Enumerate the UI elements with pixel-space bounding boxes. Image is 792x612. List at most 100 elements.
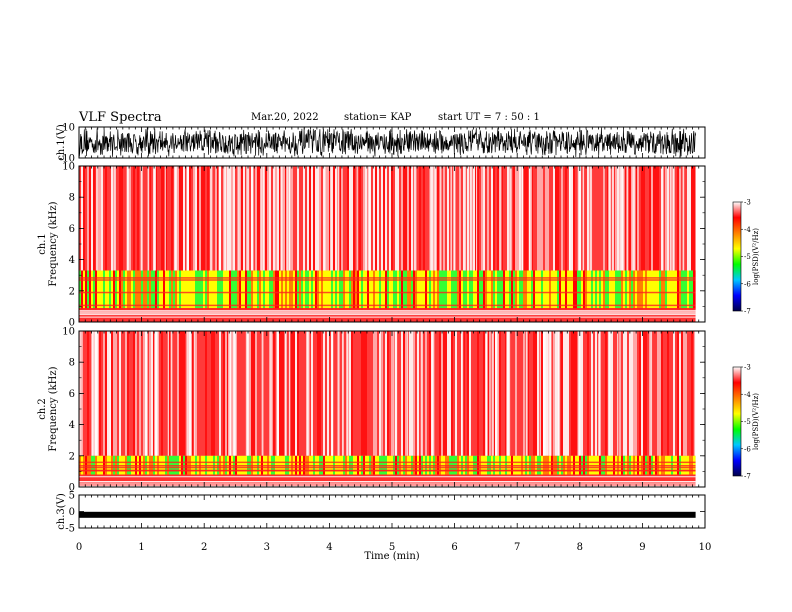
spectrogram-column bbox=[375, 331, 377, 456]
spectrogram-column bbox=[401, 331, 403, 456]
spectrogram-column bbox=[457, 331, 459, 456]
spectrogram-image bbox=[79, 331, 696, 487]
x-tick-label: 9 bbox=[639, 542, 645, 553]
spectrogram-column bbox=[535, 166, 537, 271]
spectrogram-column bbox=[631, 166, 633, 271]
spectrogram-lowband-column bbox=[207, 270, 209, 310]
spectrogram-lowband-column bbox=[657, 270, 659, 310]
spectrogram-column bbox=[363, 166, 365, 271]
spectrogram-lowband-column bbox=[225, 270, 227, 310]
spectrogram-column bbox=[343, 166, 345, 271]
spectrogram-lowband-column bbox=[599, 270, 601, 310]
spectrogram-column bbox=[549, 166, 551, 271]
spectrogram-lowband-column bbox=[541, 270, 543, 310]
spectrogram-column bbox=[343, 331, 345, 456]
spectrogram-lowband-column bbox=[247, 270, 249, 310]
y-tick-label: 4 bbox=[69, 420, 75, 431]
spectrogram-white-streak bbox=[598, 331, 601, 456]
spectrogram-column bbox=[419, 331, 421, 456]
spectrogram-column bbox=[489, 166, 491, 271]
spectrogram-lowband-column bbox=[325, 270, 327, 310]
spectrogram-column bbox=[415, 331, 417, 456]
spectrogram-column bbox=[357, 331, 359, 456]
spectrogram-column bbox=[665, 331, 667, 456]
spectrogram-lowband-column bbox=[223, 270, 225, 310]
spectrogram-column bbox=[485, 166, 487, 271]
spectrogram-column bbox=[641, 166, 643, 271]
spectrogram-lowband-column bbox=[111, 270, 113, 310]
spectrogram-lowband-column bbox=[159, 270, 161, 310]
spectrogram-white-streak bbox=[280, 166, 283, 271]
spectrogram-column bbox=[161, 166, 163, 271]
spectrogram-lowband-column bbox=[205, 270, 207, 310]
spectrogram-white-streak bbox=[406, 331, 409, 456]
spectrogram-column bbox=[627, 331, 629, 456]
spectrogram-column bbox=[319, 331, 321, 456]
spectrogram-column bbox=[199, 166, 201, 271]
spectrogram-lowband-column bbox=[485, 270, 487, 310]
spectrogram-column bbox=[123, 166, 125, 271]
y-tick-label: 4 bbox=[69, 255, 75, 266]
spectrogram-column bbox=[329, 331, 331, 456]
spectrogram-lowband-column bbox=[311, 270, 313, 310]
spectrogram-column bbox=[235, 331, 237, 456]
spectrogram-lowband-column bbox=[417, 270, 419, 310]
spectrogram-lowband-column bbox=[165, 270, 167, 310]
spectrogram-column bbox=[379, 331, 381, 456]
spectrogram-white-streak bbox=[140, 166, 142, 271]
spectrogram-lowband-column bbox=[327, 270, 329, 310]
spectrogram-column bbox=[217, 331, 219, 456]
spectrogram-column bbox=[249, 166, 251, 271]
ch1-spectrogram-ylabel-line: ch.1 bbox=[37, 233, 48, 255]
spectrogram-white-streak bbox=[306, 331, 309, 456]
spectrogram-column bbox=[291, 331, 293, 456]
spectrogram-lowband-column bbox=[685, 270, 687, 310]
spectrogram-column bbox=[119, 331, 121, 456]
spectrogram-white-streak bbox=[189, 331, 192, 456]
spectrogram-column bbox=[423, 331, 425, 456]
spectrogram-lowband-column bbox=[281, 270, 283, 310]
ch2-spectrogram-panel: 0 2 4 6 8 10 ch.2Frequency (kHz) bbox=[37, 327, 706, 494]
spectrogram-column bbox=[339, 331, 341, 456]
spectrogram-column bbox=[463, 331, 465, 456]
spectrogram-column bbox=[113, 331, 115, 456]
spectrogram-column bbox=[383, 166, 385, 271]
spectrogram-lowband-column bbox=[453, 270, 455, 310]
spectrogram-white-streak bbox=[393, 331, 395, 456]
spectrogram-column bbox=[553, 166, 555, 271]
spectrogram-column bbox=[389, 166, 391, 271]
spectrogram-lowband-column bbox=[519, 270, 521, 310]
y-tick-label: 10 bbox=[62, 327, 75, 338]
spectrogram-lowband-column bbox=[83, 270, 85, 310]
spectrogram-column bbox=[235, 166, 237, 271]
spectrogram-white-streak bbox=[539, 331, 541, 456]
spectrogram-white-streak bbox=[589, 166, 593, 271]
spectrogram-white-streak bbox=[543, 331, 546, 456]
spectrogram-column bbox=[417, 166, 419, 271]
spectrogram-column bbox=[479, 166, 481, 271]
spectrogram-column bbox=[293, 166, 295, 271]
spectrogram-lowband-column bbox=[375, 270, 377, 310]
spectrogram-column bbox=[105, 331, 107, 456]
spectrogram-column bbox=[527, 331, 529, 456]
spectrogram-lowband-column bbox=[547, 270, 549, 310]
spectrogram-lowband-column bbox=[201, 270, 203, 310]
spectrogram-column bbox=[329, 166, 331, 271]
spectrogram-column bbox=[455, 166, 457, 271]
spectrogram-column bbox=[465, 331, 467, 456]
spectrogram-column bbox=[371, 331, 373, 456]
spectrogram-column bbox=[365, 331, 367, 456]
spectrogram-column bbox=[687, 166, 689, 271]
spectrogram-lowband-column bbox=[403, 270, 405, 310]
spectrogram-lowband-column bbox=[573, 270, 575, 310]
spectrogram-column bbox=[161, 331, 163, 456]
spectrogram-lowband-column bbox=[641, 270, 643, 310]
spectrogram-white-streak bbox=[286, 166, 288, 271]
spectrogram-lowband-column bbox=[209, 270, 211, 310]
spectrogram-column bbox=[257, 331, 259, 456]
spectrogram-column bbox=[477, 166, 479, 271]
colorbar-tick-label: -7 bbox=[744, 308, 751, 316]
spectrogram-lowband-column bbox=[261, 270, 263, 310]
spectrogram-column bbox=[207, 166, 209, 271]
